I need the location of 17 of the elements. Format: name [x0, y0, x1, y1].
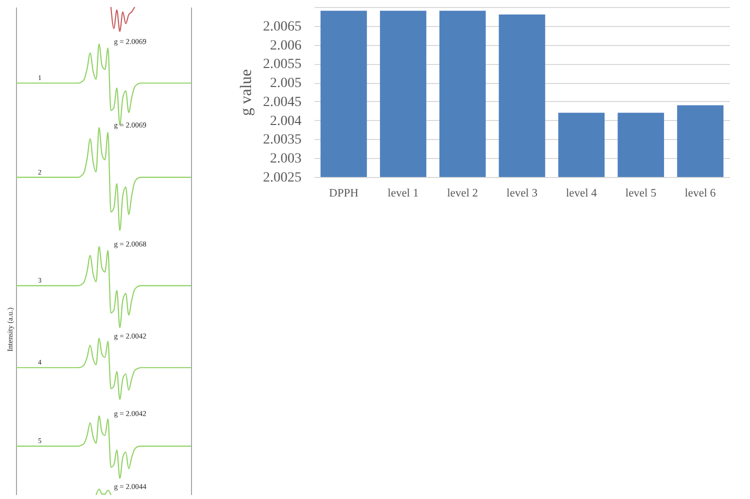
x-tick-label: DPPH — [329, 188, 358, 200]
y-tick-label: 2.0055 — [263, 57, 302, 72]
x-tick-label: level 1 — [388, 188, 419, 200]
y-tick-label: 2.003 — [270, 152, 302, 167]
y-tick-label: 2.004 — [270, 114, 302, 129]
y-axis-title: g value — [238, 69, 255, 116]
y-tick-label: 2.0065 — [263, 19, 302, 34]
x-tick-label: level 5 — [625, 188, 657, 200]
y-tick-label: 2.0025 — [263, 170, 302, 186]
x-tick-label: level 6 — [684, 188, 716, 200]
y-tick-label: 2.0045 — [263, 94, 302, 110]
x-tick-label: level 4 — [566, 188, 598, 200]
x-tick-label: level 3 — [506, 188, 538, 200]
y-tick-label: 2.005 — [270, 76, 302, 92]
y-tick-label: 2.006 — [270, 38, 302, 54]
y-tick-label: 2.0035 — [263, 132, 302, 148]
x-tick-label: level 2 — [447, 188, 478, 200]
